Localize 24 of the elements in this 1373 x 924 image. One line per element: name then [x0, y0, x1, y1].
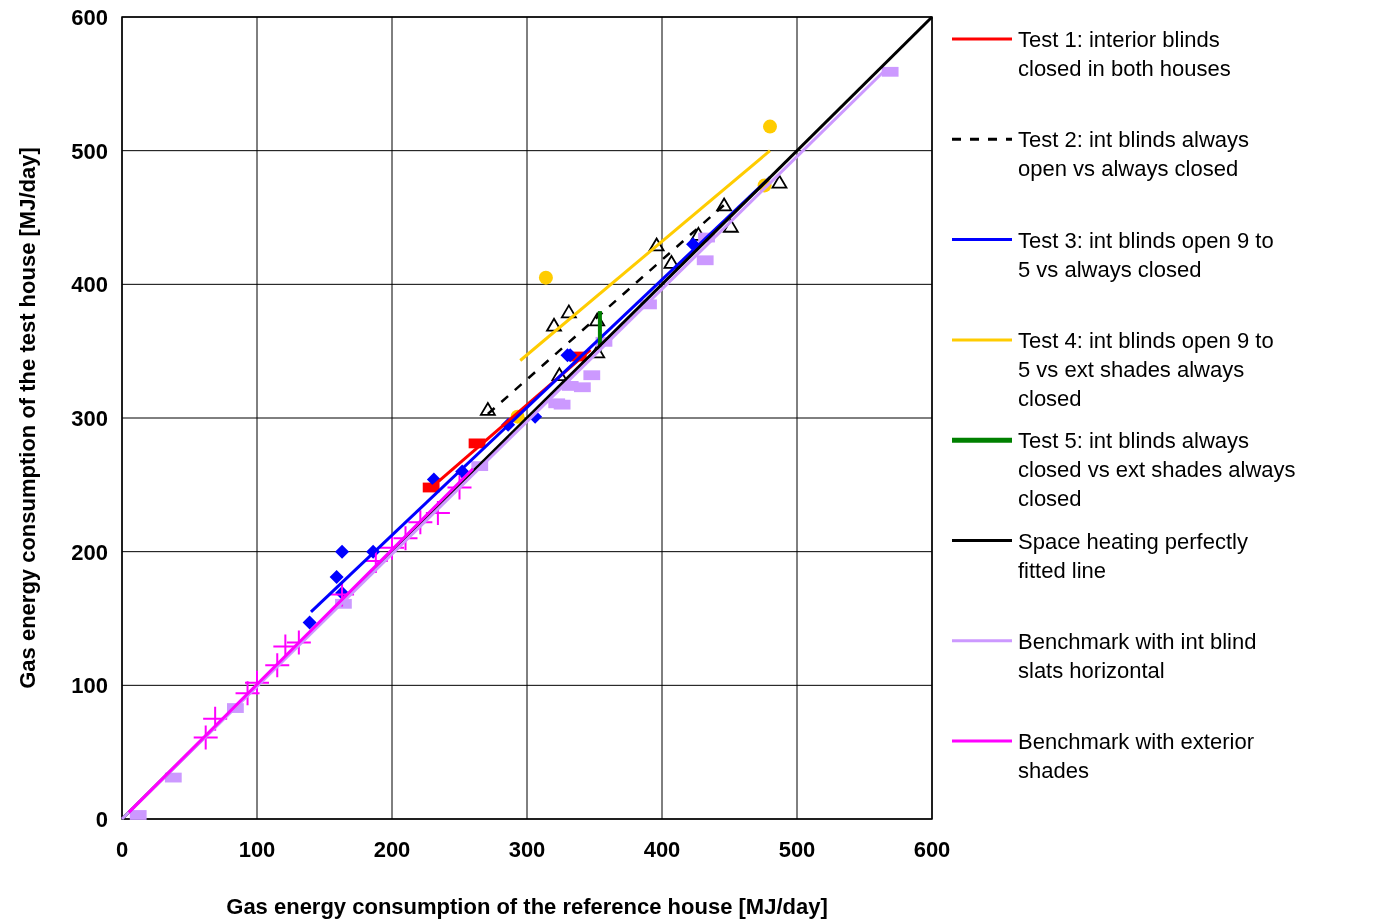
y-tick-label: 400: [71, 272, 108, 298]
x-tick-label: 300: [508, 837, 546, 862]
legend-label: Test 4: int blinds open 9 to 5 vs ext shades always closed: [1018, 327, 1274, 411]
legend-label: Benchmark with exterior shades: [1018, 729, 1254, 784]
x-tick-label: 400: [643, 837, 681, 862]
y-axis-title: Gas energy consumption of the test house [MJ/day]: [15, 147, 40, 689]
legend-label: Benchmark with int blind slats horizontal: [1018, 628, 1257, 683]
legend-label: Test 2: int blinds always open vs always closed: [1018, 127, 1250, 182]
legend-label: Test 5: int blinds always closed vs ext shades always closed: [1018, 428, 1296, 512]
legend-label: Test 3: int blinds open 9 to 5 vs always closed: [1018, 227, 1274, 282]
y-tick-label: 0: [95, 807, 108, 832]
legend-label: Space heating perfectly fitted line: [1018, 528, 1248, 583]
x-tick-label: 100: [238, 837, 276, 862]
legend-label: Test 1: interior blinds closed in both houses: [1018, 27, 1231, 81]
x-tick-label: 500: [778, 837, 816, 862]
y-tick-label: 300: [71, 406, 108, 431]
y-tick-label: 100: [71, 673, 108, 699]
y-tick-label: 500: [71, 138, 108, 164]
x-tick-label: 200: [373, 837, 411, 862]
x-tick-label: 0: [115, 837, 129, 862]
y-tick-label: 200: [71, 539, 108, 565]
x-axis-title: Gas energy consumption of the reference house [MJ/day]: [226, 894, 828, 919]
y-tick-label: 600: [71, 5, 108, 30]
x-tick-label: 600: [913, 837, 951, 862]
